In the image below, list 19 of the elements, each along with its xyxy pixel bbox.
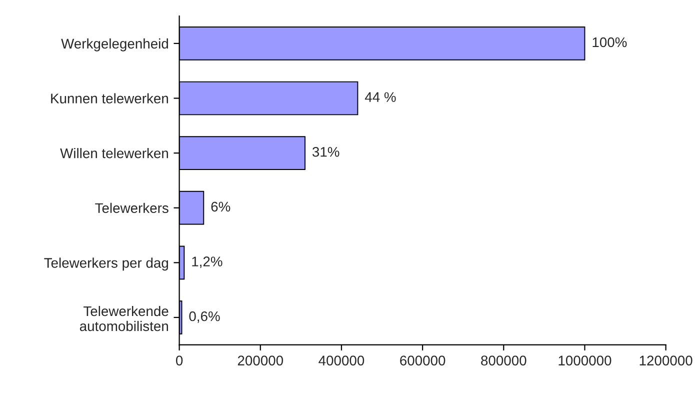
y-tick-label: Telewerkers <box>95 202 168 214</box>
y-tick-label: Werkgelegenheid <box>61 38 168 52</box>
y-tick-label: Telewerkende automobilisten <box>80 306 168 332</box>
y-tick-label: Willen telewerken <box>60 148 168 158</box>
annotation: 6% <box>211 202 230 212</box>
x-tick-label: 1200000 <box>640 356 692 366</box>
x-tick-label: 800000 <box>481 356 526 366</box>
annotation: 31% <box>312 146 340 157</box>
annotation: 0,6% <box>189 311 220 323</box>
x-tick-label: 0 <box>176 356 183 366</box>
x-tick-label: 400000 <box>318 356 364 366</box>
x-tick-label: 1000000 <box>558 356 612 366</box>
x-tick-label: 600000 <box>400 356 446 366</box>
y-tick-label: Kunnen telewerken <box>51 93 168 104</box>
x-tick-label: 200000 <box>238 356 284 366</box>
y-tick-label: Telewerkers per dag <box>44 258 168 271</box>
annotation: 100% <box>592 37 627 48</box>
annotation: 1,2% <box>192 256 222 268</box>
annotation: 44 % <box>364 92 396 102</box>
